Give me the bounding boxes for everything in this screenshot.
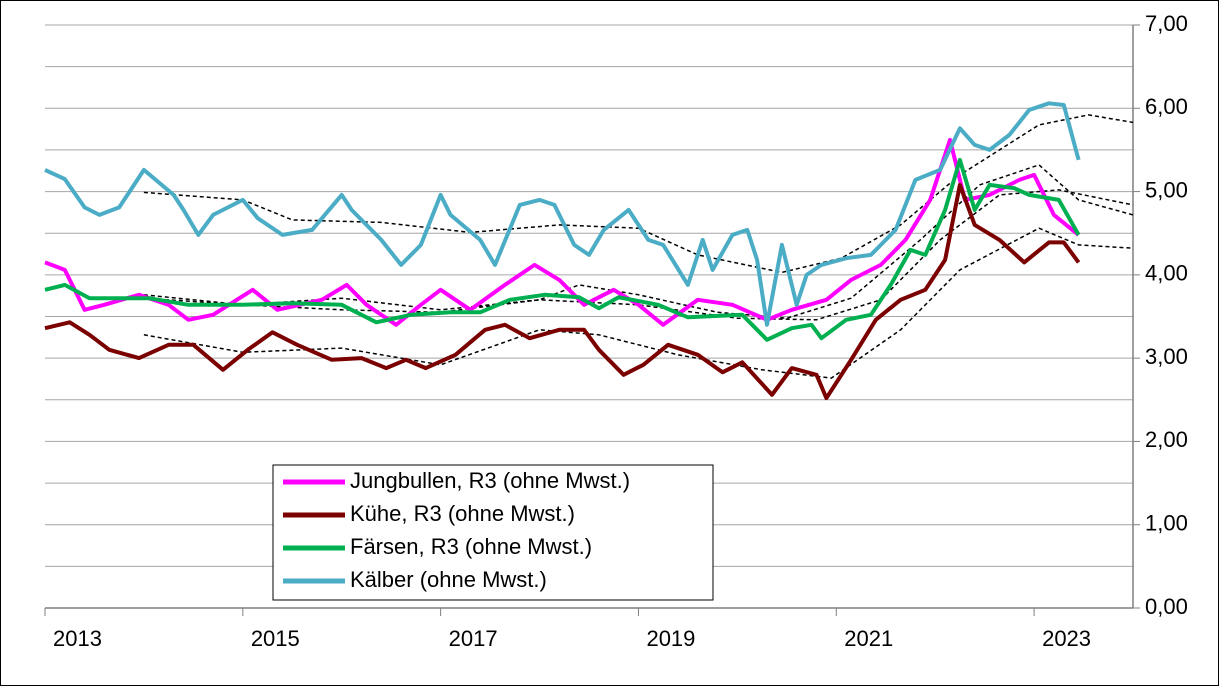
y-tick-label: 0,00 bbox=[1145, 594, 1188, 619]
series-line bbox=[44, 182, 1081, 401]
y-tick-label: 7,00 bbox=[1145, 11, 1188, 36]
y-tick-label: 6,00 bbox=[1145, 94, 1188, 119]
x-tick-label: 2017 bbox=[449, 626, 498, 651]
legend-box bbox=[272, 464, 714, 601]
legend-label: Jungbullen, R3 (ohne Mwst.) bbox=[350, 468, 630, 493]
x-tick-label: 2021 bbox=[844, 626, 893, 651]
legend-label: Färsen, R3 (ohne Mwst.) bbox=[350, 534, 592, 559]
plot-area: 0,00 1,00 2,00 3,00 4,00 5,00 6,00 7,00 2013 2015… bbox=[44, 11, 1188, 651]
y-tick-label: 5,00 bbox=[1145, 177, 1188, 202]
x-tick-label: 2019 bbox=[646, 626, 695, 651]
legend: Jungbullen, R3 (ohne Mwst.) Kühe, R3 (ohn… bbox=[272, 464, 714, 601]
y-tick-label: 3,00 bbox=[1145, 344, 1188, 369]
x-tick-label: 2015 bbox=[251, 626, 300, 651]
y-tick-label: 1,00 bbox=[1145, 511, 1188, 536]
trend-line bbox=[143, 227, 1134, 379]
trend-line bbox=[143, 189, 1134, 321]
series-line bbox=[44, 157, 1081, 342]
trend-line bbox=[143, 164, 1134, 319]
legend-label: Kälber (ohne Mwst.) bbox=[350, 567, 547, 592]
legend-label: Kühe, R3 (ohne Mwst.) bbox=[350, 501, 575, 526]
x-tick-label: 2013 bbox=[53, 626, 102, 651]
y-tick-label: 4,00 bbox=[1145, 261, 1188, 286]
y-tick-label: 2,00 bbox=[1145, 427, 1188, 452]
x-tick-label: 2023 bbox=[1042, 626, 1091, 651]
series-line bbox=[44, 101, 1081, 327]
